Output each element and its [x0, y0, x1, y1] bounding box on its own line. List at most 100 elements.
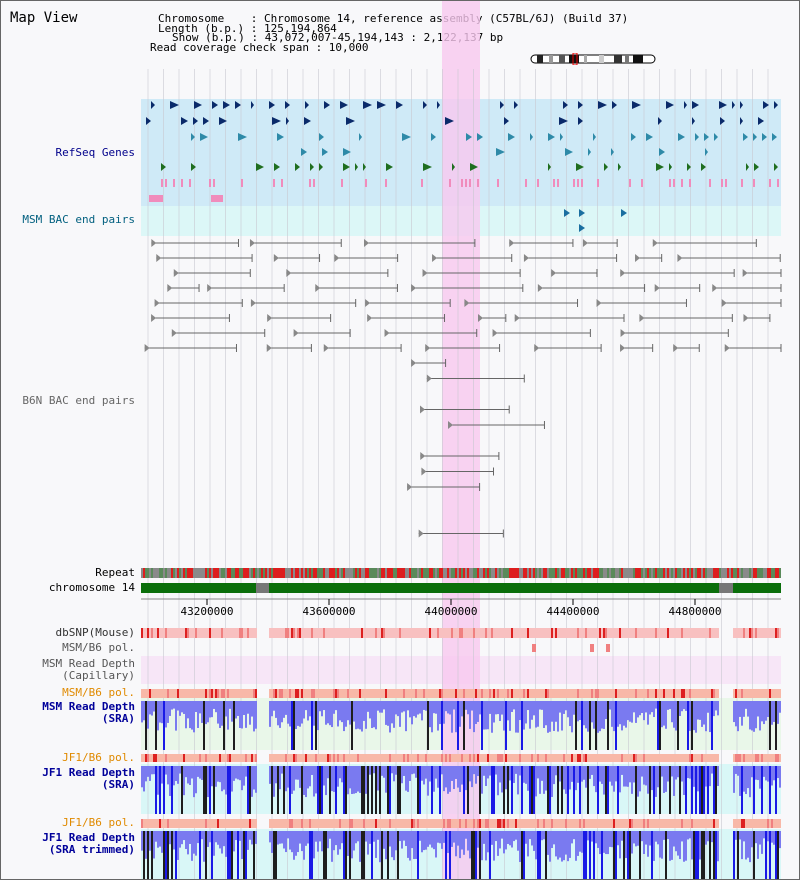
- jf1-trim-depth-bar: [479, 831, 481, 879]
- jf1-depth-bar: [493, 766, 495, 814]
- msm-depth-bar: [303, 701, 305, 719]
- dbsnp-cell: [403, 628, 405, 638]
- dbsnp-cell: [763, 628, 765, 638]
- jf1-pol-cell-2: [671, 819, 673, 828]
- msm-pol-cell: [739, 689, 741, 698]
- repeat-segment: [617, 568, 619, 578]
- jf1-pol-cell-1: [451, 754, 453, 762]
- msm-pol-cell: [557, 689, 559, 698]
- jf1-pol-cell-2: [321, 819, 323, 828]
- dbsnp-cell: [733, 628, 735, 638]
- msm-pol-cell: [249, 689, 251, 698]
- chromosome-ideogram[interactable]: [529, 53, 657, 65]
- dbsnp-cell: [383, 628, 385, 638]
- msm-pol-cell: [325, 689, 327, 698]
- repeat-segment: [427, 568, 429, 578]
- jf1-pol-cell-2: [715, 819, 717, 828]
- bac-end-marker: [620, 344, 626, 352]
- msm-depth-bar: [177, 701, 179, 711]
- repeat-segment: [491, 568, 493, 578]
- dbsnp-cell: [565, 628, 567, 638]
- msm-depth-bar: [581, 701, 583, 750]
- msm-depth-bar: [759, 701, 761, 731]
- jf1-trim-depth-bar: [735, 831, 737, 840]
- repeat-segment: [751, 568, 753, 578]
- msm-depth-bar: [753, 701, 755, 732]
- msm-pol-cell: [179, 689, 181, 698]
- msm-pol-cell: [333, 689, 335, 698]
- jf1-pol-cell-1: [161, 754, 163, 762]
- dbsnp-cell: [247, 628, 249, 638]
- jf1-trim-depth-bar: [227, 831, 229, 879]
- dbsnp-cell: [695, 628, 697, 638]
- dbsnp-cell: [543, 628, 545, 638]
- jf1-depth-bar: [573, 766, 575, 814]
- repeat-segment: [177, 568, 179, 578]
- repeat-segment: [779, 568, 781, 578]
- axis-tick-label: 43600000: [303, 605, 356, 618]
- jf1-depth-bar: [687, 766, 689, 779]
- jf1-trim-depth-bar: [459, 831, 461, 859]
- gene-marker: [669, 163, 672, 171]
- jf1-pol-cell-2: [525, 819, 527, 828]
- repeat-segment: [213, 568, 215, 578]
- jf1-trim-depth-bar: [435, 831, 437, 858]
- msm-pol-cell: [619, 689, 621, 698]
- jf1-pol-cell-1: [217, 754, 219, 762]
- jf1-pol-cell-1: [445, 754, 447, 762]
- repeat-segment: [585, 568, 587, 578]
- jf1-pol-cell-1: [651, 754, 653, 762]
- jf1-pol-cell-2: [391, 819, 393, 828]
- jf1-pol-cell-1: [427, 754, 429, 762]
- repeat-segment: [241, 568, 243, 578]
- repeat-segment: [465, 568, 467, 578]
- repeat-segment: [655, 568, 657, 578]
- axis-tick-label: 44000000: [425, 605, 478, 618]
- jf1-pol-cell-1: [273, 754, 275, 762]
- msm-pol-cell: [651, 689, 653, 698]
- repeat-segment: [679, 568, 681, 578]
- dbsnp-cell: [593, 628, 595, 638]
- repeat-segment: [753, 568, 755, 578]
- dbsnp-cell: [489, 628, 491, 638]
- msm-pol-cell: [151, 689, 153, 698]
- jf1-pol-cell-2: [537, 819, 539, 828]
- bac-end-marker: [249, 239, 255, 247]
- jf1-pol-cell-2: [659, 819, 661, 828]
- msm-depth-bar: [577, 701, 579, 722]
- repeat-segment: [757, 568, 759, 578]
- jf1-pol-cell-1: [717, 754, 719, 762]
- jf1-pol-cell-2: [573, 819, 575, 828]
- msm-pol-cell: [715, 689, 717, 698]
- gene-marker: [310, 163, 314, 171]
- msm-depth-bar: [173, 701, 175, 709]
- jf1-pol-cell-1: [549, 754, 551, 762]
- msm-depth-bar: [419, 701, 421, 714]
- repeat-segment: [263, 568, 265, 578]
- gene-pink-block: [151, 195, 163, 202]
- msm-depth-bar: [679, 701, 681, 717]
- msm-depth-bar: [345, 701, 347, 727]
- dbsnp-cell: [741, 628, 743, 638]
- jf1-pol-cell-2: [241, 819, 243, 828]
- msm-pol-cell: [575, 689, 577, 698]
- jf1-depth-bar: [641, 766, 643, 777]
- msm-pol-cell: [581, 689, 583, 698]
- jf1-trim-depth-bar: [405, 831, 407, 847]
- repeat-segment: [171, 568, 173, 578]
- repeat-segment: [621, 568, 623, 578]
- repeat-segment: [769, 568, 771, 578]
- bac-end-marker: [167, 284, 173, 292]
- jf1-pol-cell-2: [405, 819, 407, 828]
- jf1-pol-cell-2: [563, 819, 565, 828]
- dbsnp-cell: [713, 628, 715, 638]
- jf1-depth-bar: [513, 766, 515, 783]
- jf1-trim-depth-bar: [439, 831, 441, 844]
- msm-depth-bar: [699, 701, 701, 720]
- msm-depth-bar: [531, 701, 533, 720]
- msm-depth-bar: [619, 701, 621, 725]
- repeat-segment: [403, 568, 405, 578]
- repeat-segment: [573, 568, 575, 578]
- jf1-trim-depth-bar: [201, 831, 203, 840]
